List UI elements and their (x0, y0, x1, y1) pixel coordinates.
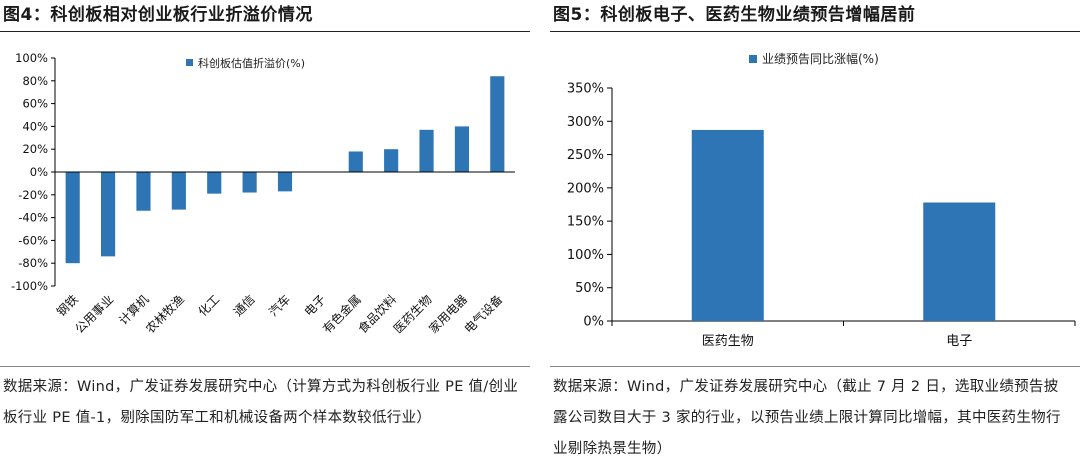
y-tick-label: 0% (30, 165, 48, 179)
bar (691, 129, 764, 321)
x-tick-label: 通信 (231, 292, 258, 319)
legend-label: 业绩预告同比涨幅(%) (762, 51, 879, 66)
figure-title: 图4：科创板相对创业板行业折溢价情况 (3, 5, 313, 25)
bar (923, 202, 996, 321)
source-note: 数据来源：Wind，广发证券发展研究中心（计算方式为科创板行业 PE 值/创业板… (3, 379, 519, 426)
bar (454, 126, 469, 172)
bar-chart-valuation-premium: 科创板估值折溢价(%) 100% 80% 60% 40% 20% 0% -20% -40% -60… (11, 51, 515, 337)
y-tick-label: -60% (18, 233, 48, 247)
y-tick-label: 300% (567, 115, 604, 130)
y-tick-label: 40% (22, 119, 48, 133)
bar (136, 172, 151, 211)
y-tick-label: -100% (11, 279, 48, 293)
bar (65, 172, 80, 264)
legend-swatch (749, 55, 757, 63)
x-tick-label: 汽车 (266, 292, 294, 320)
bar (348, 151, 363, 172)
y-tick-label: -80% (18, 256, 48, 270)
source-divider (0, 366, 530, 367)
x-tick-label: 电子 (946, 334, 972, 349)
x-tick-label: 电气设备 (461, 292, 506, 337)
chart-panel-right: 图5：科创板电子、医药生物业绩预告增幅居前 业绩预告同比涨幅(%) 350% 300… (550, 0, 1080, 468)
y-tick-label: 50% (575, 281, 604, 296)
x-tick-label: 医药生物 (391, 292, 435, 336)
chart-panel-left: 图4：科创板相对创业板行业折溢价情况 科创板估值折溢价(%) 100% 80% 60%… (0, 0, 530, 468)
x-tick-label: 农林牧渔 (143, 292, 187, 336)
bar-chart-earnings-growth: 业绩预告同比涨幅(%) 350% 300% 250% 200% 150% 100% 50% 0%… (567, 51, 1076, 349)
legend-swatch (186, 59, 193, 66)
bar (490, 76, 505, 172)
x-tick-label: 钢铁 (54, 292, 81, 319)
source-note: 数据来源：Wind，广发证券发展研究中心（截止 7 月 2 日，选取业绩预告披露… (553, 379, 1061, 457)
y-tick-label: 0% (583, 315, 604, 330)
y-tick-label: 200% (567, 181, 604, 196)
bar (171, 172, 186, 210)
bar (207, 172, 222, 194)
bar (277, 172, 293, 192)
x-tick-label: 有色金属 (319, 292, 364, 337)
x-tick-label: 食品饮料 (355, 292, 400, 337)
title-divider (550, 31, 1080, 32)
y-tick-label: 150% (567, 215, 604, 230)
legend-label: 科创板估值折溢价(%) (198, 56, 305, 70)
x-tick-label: 家用电器 (425, 292, 470, 337)
bar (101, 172, 116, 257)
y-tick-label: 100% (15, 51, 48, 65)
x-tick-label: 公用事业 (72, 292, 116, 336)
x-tick-label: 电子 (302, 292, 329, 319)
bar (242, 172, 257, 193)
bar (419, 129, 434, 172)
y-tick-label: 350% (567, 82, 604, 97)
y-tick-label: 20% (22, 142, 48, 156)
y-tick-label: 250% (567, 148, 604, 163)
figure-title: 图5：科创板电子、医药生物业绩预告增幅居前 (553, 5, 916, 25)
title-divider (0, 31, 530, 32)
bar (384, 149, 399, 172)
x-tick-label: 化工 (195, 292, 222, 319)
y-tick-label: -40% (18, 211, 48, 225)
y-tick-label: 80% (22, 74, 48, 88)
y-tick-label: -20% (18, 188, 48, 202)
source-divider (550, 366, 1080, 367)
x-tick-label: 医药生物 (702, 334, 754, 349)
y-tick-label: 60% (22, 97, 48, 111)
y-tick-label: 100% (567, 248, 604, 263)
